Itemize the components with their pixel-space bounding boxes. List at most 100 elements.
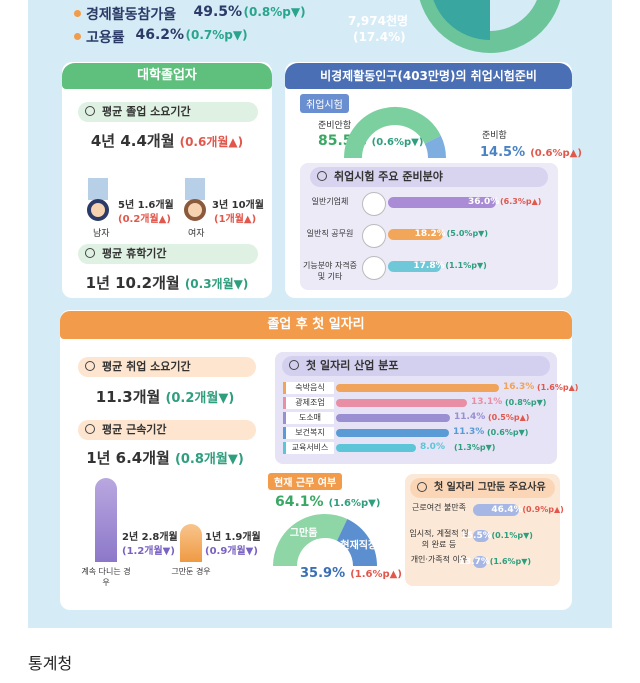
industry-change: (1.3%p▼) <box>454 443 496 452</box>
gauge-label: 현재직장 <box>340 539 378 552</box>
industry-bar <box>336 384 499 392</box>
stay-row: 35.9% (1.6%p▲) <box>300 562 402 581</box>
industry-change: (0.6%p▼) <box>487 428 529 437</box>
field-bar <box>388 197 496 208</box>
period-change: (0.6개월▲) <box>179 135 244 149</box>
top-change: (0.7%p▼) <box>185 28 248 42</box>
reason-value: 46.4% <box>491 505 523 515</box>
industry-name: 도소매 <box>283 412 334 424</box>
stay-change: (1.6%p▲) <box>350 569 402 580</box>
field-value: 17.8% <box>413 261 445 271</box>
bullet-dot <box>74 33 81 40</box>
field-name: 일반기업체 <box>311 197 349 206</box>
quit-change: (1.6%p▼) <box>328 498 381 509</box>
male-label: 남자 <box>93 229 110 239</box>
top-value: 49.5% <box>193 4 243 20</box>
industry-change: (0.8%p▼) <box>505 398 547 407</box>
leave-label: 평균 휴학기간 <box>78 244 258 264</box>
prepared-value: 14.5% <box>480 145 526 160</box>
reasons-title: 첫 일자리 그만둔 주요사유 <box>410 478 555 498</box>
industry-change: (0.5%p▲) <box>488 413 530 422</box>
graduate-icons <box>87 178 206 221</box>
reason-change: (0.1%p▼) <box>491 531 533 540</box>
bullet-dot <box>74 10 81 17</box>
reason-name: 개인·가족적 이유 <box>410 555 468 564</box>
field-bar <box>388 261 442 272</box>
staying-label: 계속 다니는 경우 <box>81 567 131 587</box>
gauge-segment <box>344 107 441 159</box>
quitted-value: 1년 1.9개월 <box>205 532 261 543</box>
search-row: 11.3개월 (0.2개월▼) <box>70 386 260 407</box>
donut-segment <box>433 0 492 40</box>
search-change: (0.2개월▼) <box>165 391 235 406</box>
exam-tag: 취업시험 <box>300 94 349 113</box>
industry-bar <box>336 444 416 452</box>
female-label: 여자 <box>188 229 205 239</box>
source: 통계청 <box>28 654 73 673</box>
field-icon <box>362 224 386 248</box>
field-icon <box>362 192 386 216</box>
industry-title: 첫 일자리 산업 분포 <box>282 356 550 376</box>
current-title: 현재 근무 여부 <box>268 473 343 490</box>
first-job-header: 졸업 후 첫 일자리 <box>60 311 572 339</box>
gauge-label: 그만둠 <box>290 526 318 539</box>
period-label: 평균 졸업 소요기간 <box>78 102 258 122</box>
period-value: 4년 4.4개월 <box>90 132 175 150</box>
industry-name: 광제조업 <box>283 397 334 409</box>
female-icon <box>184 199 206 221</box>
tenure-change: (0.8개월▼) <box>174 452 244 467</box>
industry-name: 숙박음식 <box>283 382 334 394</box>
field-change: (6.3%p▲) <box>500 197 542 206</box>
search-value: 11.3개월 <box>95 388 161 406</box>
prepared-label: 준비함 <box>482 131 507 141</box>
fields-title: 취업시험 주요 준비분야 <box>310 167 548 187</box>
exam-gauge <box>344 107 446 159</box>
male-value: 5년 1.6개월 <box>118 200 174 211</box>
field-change: (1.1%p▼) <box>445 261 487 270</box>
icon-stack <box>88 178 108 200</box>
male-change: (0.2개월▲) <box>118 214 171 225</box>
female-change: (1개월▲) <box>214 214 257 225</box>
industry-value: 8.0% <box>420 442 445 452</box>
tenure-row: 1년 6.4개월 (0.8개월▼) <box>70 447 260 468</box>
leave-value: 1년 10.2개월 <box>85 274 180 292</box>
industry-value: 16.3% <box>503 382 535 392</box>
reason-value: 13.7% <box>458 557 490 567</box>
reason-change: (1.6%p▼) <box>489 557 532 566</box>
donut-ring <box>419 0 561 53</box>
field-name: 일반직 공무원 <box>306 229 354 238</box>
field-bar <box>388 229 443 240</box>
industry-value: 11.4% <box>454 412 486 422</box>
top-label: 고용률 <box>86 30 125 46</box>
leave-row: 1년 10.2개월 (0.3개월▼) <box>62 272 272 293</box>
graduates-header: 대학졸업자 <box>62 63 272 89</box>
tenure-value: 1년 6.4개월 <box>86 449 170 467</box>
industry-bar <box>336 429 449 437</box>
reason-value: 15.5% <box>460 531 492 541</box>
reason-name: 근로여건 불만족 <box>411 503 467 512</box>
gauge-segment <box>424 135 446 159</box>
field-change: (5.0%p▼) <box>446 229 488 238</box>
gauge-segment <box>273 514 348 567</box>
top-value: 46.2% <box>135 27 185 43</box>
reason-bar <box>473 504 520 516</box>
quitted-label: 그만둔 경우 <box>171 567 211 576</box>
leave-change: (0.3개월▼) <box>184 277 249 291</box>
top-donut <box>419 0 561 53</box>
prepared-row: 14.5% (0.6%p▲) <box>480 141 582 160</box>
icon-stack <box>185 178 205 200</box>
stay-value: 35.9% <box>300 566 346 581</box>
industry-name: 교육서비스 <box>283 442 334 454</box>
reason-change: (0.9%p▲) <box>522 505 564 514</box>
field-value: 18.2% <box>414 229 446 239</box>
tenure-label: 평균 근속기간 <box>78 420 256 440</box>
industry-value: 13.1% <box>471 397 503 407</box>
reason-name: 임시적, 계절적 일의 완료 등 <box>409 529 469 549</box>
female-value: 3년 10개월 <box>212 200 264 211</box>
quitted-bar <box>180 524 202 562</box>
industry-change: (1.6%p▲) <box>537 383 579 392</box>
industry-value: 11.3% <box>453 427 485 437</box>
not-prepared-change: (0.6%p▼) <box>371 137 424 148</box>
